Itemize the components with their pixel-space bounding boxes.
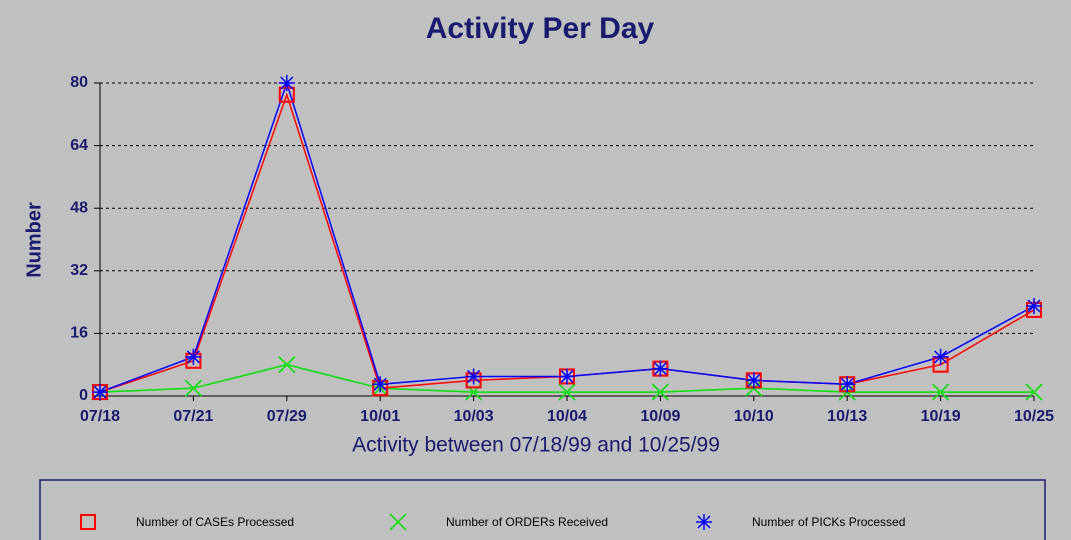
x-tick-label: 10/09	[640, 408, 680, 425]
marker-star	[465, 368, 482, 385]
x-tick-label: 07/18	[80, 408, 120, 425]
legend-label: Number of ORDERs Received	[446, 515, 608, 529]
x-tick-label: 10/19	[921, 408, 961, 425]
x-tick-label: 10/25	[1014, 408, 1054, 425]
legend-marker	[389, 513, 407, 531]
x-tick-label: 07/21	[173, 408, 213, 425]
legend-label: Number of CASEs Processed	[136, 515, 294, 529]
point	[558, 383, 576, 401]
point	[184, 379, 202, 397]
x-tick-label: 10/04	[547, 408, 587, 425]
legend-label: Number of PICKs Processed	[752, 515, 905, 529]
marker-star	[372, 376, 389, 393]
legend-box	[39, 479, 1046, 540]
marker-star	[652, 360, 669, 377]
y-tick-label: 0	[79, 387, 88, 404]
series-line	[99, 92, 1035, 393]
point	[465, 368, 482, 385]
marker-star	[559, 368, 575, 385]
x-tick-label: 07/29	[267, 408, 307, 425]
y-tick-label: 16	[70, 325, 88, 342]
point	[278, 356, 296, 374]
marker-x	[184, 379, 202, 397]
point	[652, 360, 669, 377]
marker-x	[1025, 383, 1043, 401]
marker-star	[839, 376, 856, 393]
x-tick-label: 10/13	[827, 408, 867, 425]
point	[932, 383, 950, 401]
marker-star	[92, 384, 108, 401]
point	[932, 348, 949, 365]
series-line	[99, 80, 1035, 393]
y-tick-label: 32	[70, 262, 88, 279]
x-tick-label: 10/01	[360, 408, 400, 425]
y-axis-label: Number	[23, 202, 45, 278]
y-tick-label: 80	[70, 74, 88, 91]
chart-title: Activity Per Day	[426, 12, 655, 45]
point	[185, 348, 202, 365]
marker-square	[80, 514, 96, 530]
marker-x	[389, 513, 407, 531]
point	[559, 368, 575, 385]
legend-marker	[696, 514, 712, 530]
marker-star	[696, 514, 712, 530]
x-axis-label: Activity between 07/18/99 and 10/25/99	[352, 434, 720, 457]
marker-star	[278, 75, 295, 91]
marker-star	[1026, 298, 1042, 315]
point	[92, 384, 108, 401]
point	[745, 372, 762, 389]
y-tick-label: 48	[70, 199, 88, 216]
point	[278, 75, 295, 91]
y-tick-label: 64	[70, 137, 88, 154]
point	[1025, 383, 1043, 401]
marker-star	[745, 372, 762, 389]
marker-x	[558, 383, 576, 401]
marker-x	[651, 383, 669, 401]
point	[1026, 298, 1042, 315]
point	[839, 376, 856, 393]
x-tick-label: 10/10	[734, 408, 774, 425]
point	[651, 383, 669, 401]
x-tick-label: 10/03	[454, 408, 494, 425]
marker-x	[932, 383, 950, 401]
marker-x	[278, 356, 296, 374]
marker-star	[185, 348, 202, 365]
legend-marker	[80, 514, 96, 530]
marker-star	[932, 348, 949, 365]
point	[372, 376, 389, 393]
